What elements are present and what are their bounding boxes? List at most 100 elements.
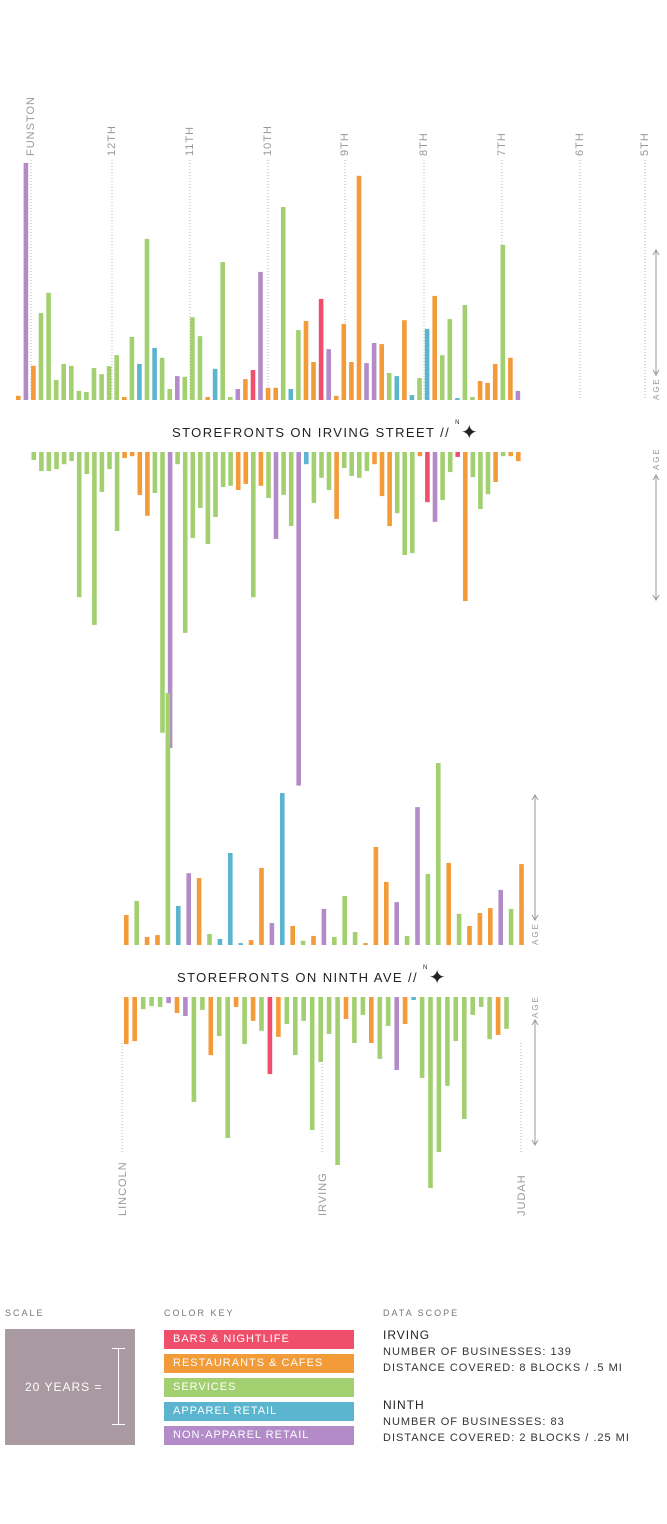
ninth-east-bar bbox=[259, 997, 264, 1031]
irving-south-bar bbox=[326, 452, 332, 490]
ninth-east-bar bbox=[225, 997, 230, 1138]
irving-north-bar bbox=[84, 392, 89, 400]
ninth-east-bar bbox=[216, 997, 222, 1037]
irving-south-bar bbox=[447, 452, 453, 473]
irving-south-bar bbox=[266, 452, 271, 498]
ninth-east-bar bbox=[394, 997, 399, 1070]
irving-north-bar bbox=[23, 162, 29, 400]
irving-north-bar bbox=[455, 398, 460, 400]
irving-north-bar bbox=[462, 305, 468, 400]
irving-south-bar bbox=[145, 452, 150, 516]
irving-north-bar bbox=[424, 328, 430, 400]
ninth-east-bar bbox=[233, 997, 239, 1007]
irving-south-bar bbox=[485, 452, 491, 495]
ninth-east-bar bbox=[335, 997, 340, 1165]
irving-north-bar bbox=[243, 379, 248, 400]
irving-north-bar bbox=[318, 298, 324, 400]
ninth-west-bar bbox=[269, 923, 275, 945]
ninth-east-bar bbox=[453, 997, 459, 1042]
storefront-charts: FUNSTON 12TH 11TH 10TH 9TH 8TH 7TH 6TH 5TH AGE AGE… bbox=[16, 96, 661, 1216]
data-scope-title: DATA SCOPE bbox=[383, 1308, 460, 1318]
irving-north-bar bbox=[280, 207, 286, 400]
irving-north-bar bbox=[485, 382, 490, 400]
compass-star: ✦ bbox=[428, 967, 447, 989]
irving-north-bar bbox=[91, 368, 97, 400]
ninth-east-bar bbox=[293, 997, 298, 1056]
irving-north-bar bbox=[228, 397, 233, 400]
irving-north-bar bbox=[492, 363, 498, 400]
scope-ninth-distance: DISTANCE COVERED: 2 BLOCKS / .25 MI bbox=[383, 1432, 630, 1444]
irving-north-bar bbox=[61, 363, 66, 400]
irving-south-bar bbox=[387, 452, 392, 527]
ninth-west-bar bbox=[332, 937, 337, 945]
ninth-west-bar bbox=[456, 913, 462, 945]
irving-north-bar bbox=[235, 389, 241, 400]
ninth-west-bar bbox=[259, 867, 264, 945]
ninth-west-bar bbox=[373, 847, 379, 945]
irving-south-bar bbox=[417, 452, 423, 457]
scope-irving-title: IRVING bbox=[383, 1328, 431, 1342]
irving-north-bar bbox=[46, 292, 51, 400]
irving-north-bar bbox=[364, 363, 369, 400]
ninth-east-bar bbox=[250, 997, 256, 1021]
irving-south-bar bbox=[61, 452, 67, 465]
ninth-west-bar bbox=[321, 908, 327, 945]
irving-south-bar bbox=[394, 452, 400, 514]
irving-south-bar bbox=[228, 452, 233, 486]
ninth-east-bar bbox=[402, 997, 408, 1024]
ninth-east-bar bbox=[436, 997, 442, 1152]
irving-south-bar bbox=[273, 452, 279, 539]
irving-north-bar bbox=[122, 397, 127, 400]
ninth-west-bar bbox=[248, 940, 254, 945]
irving-north-bar bbox=[402, 320, 407, 400]
irving-north-bar bbox=[31, 365, 36, 400]
irving-age-label: AGE bbox=[652, 447, 661, 470]
ninth-east-bar bbox=[166, 997, 171, 1004]
ninth-east-bar bbox=[478, 997, 484, 1007]
irving-north-bar bbox=[341, 324, 347, 400]
irving-north-bar bbox=[311, 362, 316, 400]
irving-north-bar bbox=[447, 319, 453, 400]
irving-title: STOREFRONTS ON IRVING STREET // N✦ bbox=[172, 420, 480, 444]
scale-title: SCALE bbox=[5, 1308, 45, 1318]
ninth-west-bar bbox=[508, 908, 514, 945]
irving-north-bar bbox=[114, 355, 119, 400]
irving-north-bar bbox=[99, 374, 104, 400]
ninth-west-bar bbox=[228, 853, 233, 945]
ninth-west-bar bbox=[134, 900, 139, 945]
ninth-east-bar bbox=[140, 997, 146, 1010]
age-arrow-head bbox=[531, 914, 539, 921]
ninth-west-bar bbox=[477, 913, 483, 945]
irving-north-bar bbox=[159, 357, 165, 400]
irving-south-bar bbox=[349, 452, 354, 476]
irving-south-bar bbox=[251, 452, 256, 598]
ninth-east-bar bbox=[419, 997, 425, 1078]
ninth-east-bar bbox=[487, 997, 492, 1040]
ninth-east-bar bbox=[132, 997, 137, 1042]
irving-south-bar bbox=[235, 452, 241, 490]
age-arrow-head bbox=[531, 794, 539, 801]
ninth-east-bar bbox=[124, 997, 129, 1045]
age-arrow-head bbox=[652, 474, 660, 481]
ninth-west-bar bbox=[290, 926, 295, 945]
street-label-12th: 12TH bbox=[106, 125, 118, 156]
irving-south-bar bbox=[319, 452, 324, 478]
irving-north-bar bbox=[129, 336, 135, 400]
irving-south-bar bbox=[205, 452, 211, 544]
age-arrow-head bbox=[652, 249, 660, 256]
irving-south-bar bbox=[516, 452, 521, 462]
irving-south-bar bbox=[92, 452, 97, 625]
irving-north-bar bbox=[69, 365, 74, 400]
ninth-west-bar bbox=[404, 935, 410, 945]
irving-south-bar bbox=[69, 452, 74, 462]
irving-south-bar bbox=[281, 452, 286, 495]
ninth-west-bar bbox=[217, 938, 223, 945]
irving-south-bar bbox=[167, 452, 173, 748]
ninth-west-bar bbox=[384, 881, 389, 945]
irving-north-bar bbox=[38, 313, 44, 400]
irving-north-bar bbox=[250, 370, 256, 400]
ninth-title: STOREFRONTS ON NINTH AVE // N✦ bbox=[177, 965, 447, 989]
irving-north-bar bbox=[265, 387, 271, 400]
irving-north-bar bbox=[175, 376, 180, 400]
ninth-east-bar bbox=[309, 997, 315, 1130]
